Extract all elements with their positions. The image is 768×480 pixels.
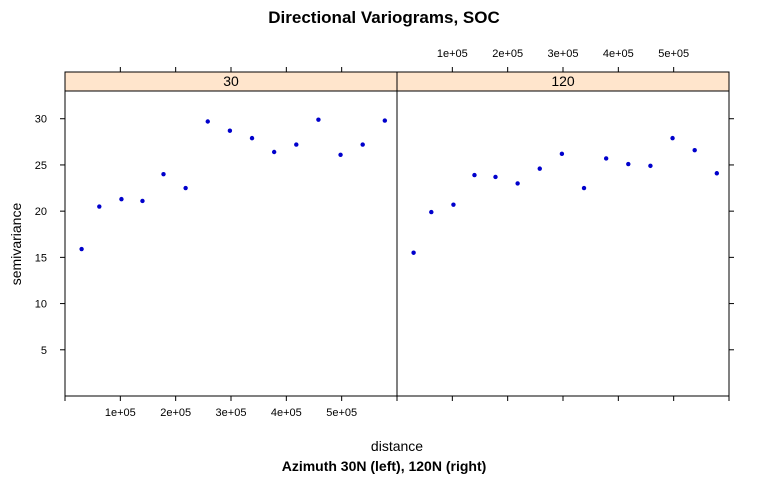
x-axis-label: distance — [371, 438, 423, 454]
y-tick-label: 20 — [35, 206, 47, 218]
data-point — [515, 181, 520, 186]
data-point — [429, 209, 434, 215]
data-point — [227, 128, 233, 133]
data-point — [271, 149, 277, 155]
data-point — [316, 117, 321, 122]
data-point — [360, 142, 365, 147]
data-point — [603, 156, 609, 161]
y-tick-label: 5 — [41, 345, 47, 357]
data-point — [559, 151, 565, 157]
x-tick-label: 2e+05 — [492, 48, 523, 60]
chart-subtitle: Azimuth 30N (left), 120N (right) — [282, 458, 487, 474]
panel-border — [64, 90, 398, 397]
data-point — [626, 161, 631, 167]
x-tick-label: 3e+05 — [216, 407, 247, 419]
data-point — [140, 198, 145, 204]
data-point — [183, 185, 188, 191]
x-tick-label: 4e+05 — [271, 407, 302, 419]
panel-border — [396, 90, 730, 397]
panel-1: 30 1e+05 2e+05 3e+05 4e+05 5e+05 5 10 15 20 25 30 — [35, 67, 398, 419]
data-point — [119, 196, 124, 202]
y-axis-label: semivariance — [8, 203, 24, 286]
data-point — [714, 171, 720, 176]
data-point — [249, 135, 255, 141]
chart-title: Directional Variograms, SOC — [268, 8, 499, 27]
x-tick-label: 5e+05 — [658, 48, 689, 60]
data-point — [537, 166, 542, 171]
data-point — [581, 185, 587, 191]
x-tick-label: 2e+05 — [160, 407, 191, 419]
chart-panels: 30 1e+05 2e+05 3e+05 4e+05 5e+05 5 10 15 20 25 30 12… — [35, 48, 734, 419]
data-point — [648, 163, 653, 169]
data-point — [79, 246, 84, 252]
data-point — [670, 135, 675, 141]
data-point — [451, 202, 456, 207]
x-tick-label: 1e+05 — [105, 407, 136, 419]
data-point — [411, 250, 416, 255]
data-point — [472, 172, 477, 178]
y-tick-label: 25 — [35, 160, 47, 172]
x-tick-label: 4e+05 — [603, 48, 634, 60]
x-tick-label: 1e+05 — [437, 48, 468, 60]
y-tick-label: 10 — [35, 299, 47, 311]
y-tick-label: 15 — [35, 252, 47, 264]
data-point — [294, 142, 299, 147]
strip-label: 30 — [223, 73, 239, 89]
panel-2: 120 1e+05 2e+05 3e+05 4e+05 5e+05 — [396, 48, 734, 401]
data-point — [692, 147, 697, 153]
data-point — [205, 119, 210, 124]
data-point — [338, 152, 343, 157]
x-tick-label: 5e+05 — [326, 407, 357, 419]
strip-label: 120 — [551, 73, 575, 89]
data-point — [382, 118, 388, 123]
data-point — [97, 204, 102, 209]
data-point — [161, 171, 166, 177]
y-tick-label: 30 — [35, 114, 47, 126]
data-point — [493, 174, 498, 180]
x-tick-label: 3e+05 — [548, 48, 579, 60]
